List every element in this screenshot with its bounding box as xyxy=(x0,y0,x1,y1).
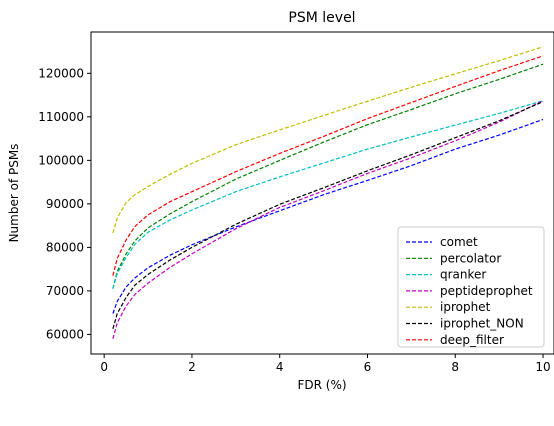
legend-label: percolator xyxy=(440,251,501,265)
x-tick-label: 2 xyxy=(188,360,196,374)
legend-label: comet xyxy=(440,235,478,249)
x-tick-label: 0 xyxy=(100,360,108,374)
legend: comet percolator qranker peptideprophet ipro… xyxy=(398,227,544,347)
y-axis-label: Number of PSMs xyxy=(7,144,21,243)
y-tick-label: 100000 xyxy=(38,153,84,167)
legend-label: deep_filter xyxy=(440,333,504,347)
legend-label: qranker xyxy=(440,268,486,282)
y-tick-label: 110000 xyxy=(38,110,84,124)
y-tick-label: 60000 xyxy=(46,327,84,341)
legend-label: iprophet_NON xyxy=(440,317,524,331)
chart-title: PSM level xyxy=(288,10,355,26)
legend-label: iprophet xyxy=(440,300,491,314)
x-axis-label: FDR (%) xyxy=(297,378,346,392)
legend-label: peptideprophet xyxy=(440,284,533,298)
y-tick-label: 80000 xyxy=(46,240,84,254)
y-tick-label: 70000 xyxy=(46,284,84,298)
y-tick-label: 90000 xyxy=(46,197,84,211)
x-tick-label: 6 xyxy=(364,360,372,374)
x-tick-label: 4 xyxy=(276,360,284,374)
x-tick-label: 10 xyxy=(535,360,550,374)
x-tick-label: 8 xyxy=(451,360,459,374)
y-tick-label: 120000 xyxy=(38,66,84,80)
